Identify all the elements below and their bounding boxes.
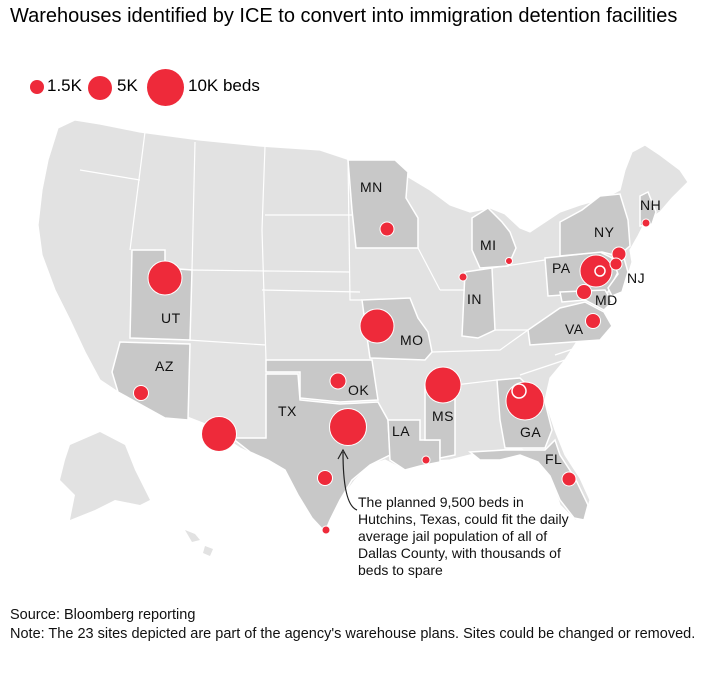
source-line: Source: Bloomberg reporting: [10, 607, 196, 623]
note-line: Note: The 23 sites depicted are part of …: [10, 626, 696, 642]
hawaii-shape: [185, 530, 213, 556]
site-ut: [147, 260, 183, 296]
label-md: MD: [595, 292, 618, 308]
state-nj: [607, 257, 629, 297]
site-nj: [609, 257, 623, 271]
site-va: [585, 313, 601, 329]
legend-label-small: 1.5K: [47, 76, 82, 95]
hutchins-annotation: The planned 9,500 beds in Hutchins, Texa…: [358, 494, 569, 578]
label-tx: TX: [278, 403, 297, 419]
label-mo: MO: [400, 332, 424, 348]
label-la: LA: [392, 423, 410, 439]
site-in: [458, 272, 468, 282]
label-in: IN: [467, 291, 482, 307]
label-ok: OK: [348, 382, 369, 398]
state-md: [559, 289, 613, 311]
site-ga-2: [511, 383, 527, 399]
label-va: VA: [565, 321, 584, 337]
site-tx-hutchins: [329, 408, 367, 446]
label-ny: NY: [594, 224, 615, 240]
site-nh: [641, 218, 651, 228]
size-legend: 1.5K 5K 10K beds: [26, 66, 286, 110]
site-md: [576, 284, 592, 300]
label-ga: GA: [520, 424, 541, 440]
site-mn: [379, 221, 395, 237]
site-ms: [424, 366, 462, 404]
site-mo: [359, 308, 395, 344]
site-pa-2: [594, 265, 606, 277]
annotation-arrow: [337, 448, 358, 511]
label-ms: MS: [432, 408, 454, 424]
label-az: AZ: [155, 358, 174, 374]
state-mn: [347, 159, 419, 249]
legend-label-medium: 5K: [117, 76, 138, 95]
state-ok: [265, 359, 379, 403]
legend-dot-small: [30, 80, 44, 94]
state-mi: [471, 207, 517, 269]
state-ny: [559, 193, 631, 257]
state-va: [527, 301, 613, 346]
state-nh: [639, 190, 657, 227]
source-notes: Source: Bloomberg reporting Note: The 23…: [10, 606, 710, 644]
site-fl: [561, 471, 577, 487]
label-pa: PA: [552, 260, 571, 276]
site-pa-1: [579, 254, 613, 288]
label-ut: UT: [161, 310, 181, 326]
site-la: [421, 455, 431, 465]
site-ok: [329, 372, 347, 390]
site-az: [133, 385, 149, 401]
label-nh: NH: [640, 197, 661, 213]
label-mi: MI: [480, 237, 497, 253]
site-tx-south: [321, 525, 331, 535]
legend-dot-medium: [88, 76, 112, 100]
state-in: [461, 267, 496, 339]
label-mn: MN: [360, 179, 383, 195]
state-borders: [79, 131, 601, 386]
alaska-shape: [60, 432, 150, 520]
site-tx-el-paso: [201, 416, 237, 452]
state-fl: [468, 438, 589, 521]
site-mi: [505, 257, 513, 265]
legend-label-large: 10K beds: [188, 76, 260, 95]
label-nj: NJ: [627, 270, 645, 286]
state-labels: MN UT AZ MO OK TX LA MS GA FL IN MI PA N…: [155, 179, 661, 467]
site-markers: [133, 218, 651, 535]
label-fl: FL: [545, 451, 562, 467]
state-az: [111, 341, 191, 421]
site-tx-san-antonio: [317, 470, 333, 486]
page-title: Warehouses identified by ICE to convert …: [10, 5, 678, 27]
legend-dot-large: [147, 69, 184, 106]
